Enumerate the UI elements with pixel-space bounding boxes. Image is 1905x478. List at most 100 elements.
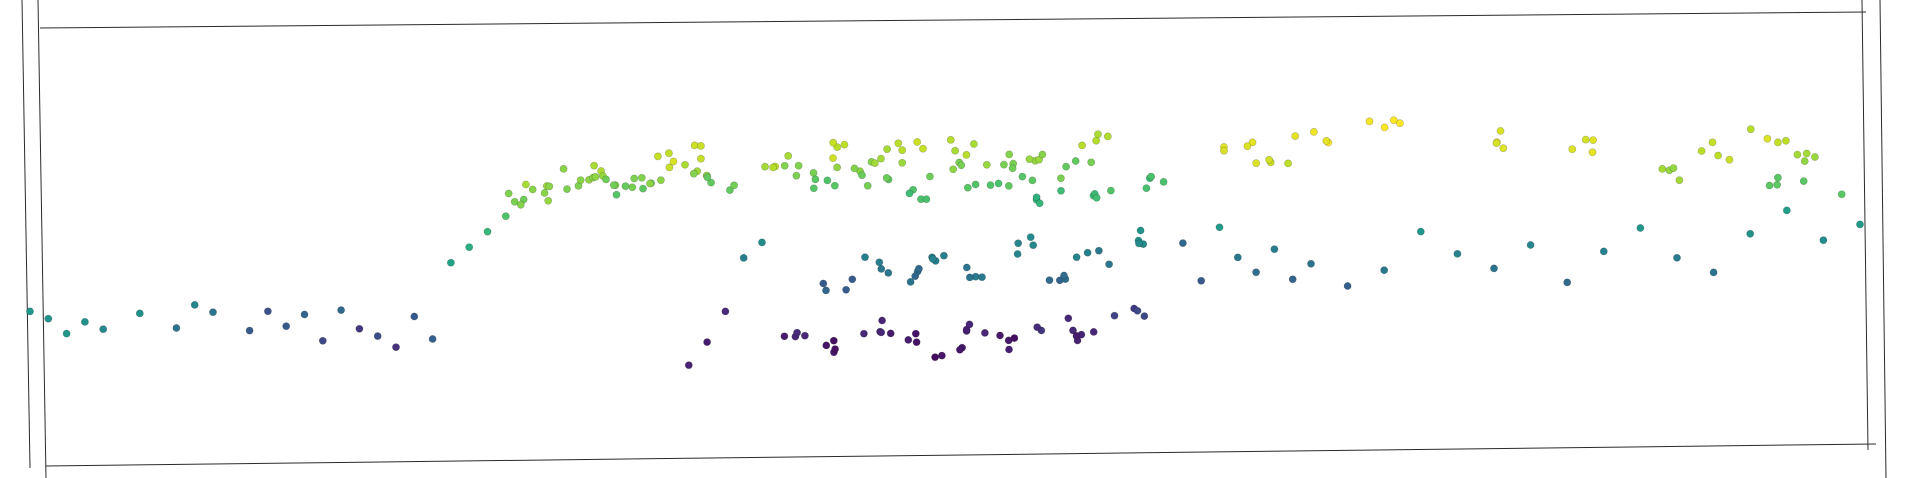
data-point [172, 324, 181, 332]
data-point [245, 326, 254, 335]
data-point [501, 212, 510, 221]
data-point [1252, 159, 1261, 168]
box-edge-right-outer [1861, 0, 1869, 451]
data-point [850, 164, 859, 173]
data-point [994, 179, 1003, 188]
data-point [1265, 155, 1273, 164]
data-point [842, 285, 850, 294]
data-point [784, 151, 793, 160]
data-point [1774, 138, 1782, 147]
data-point [1673, 253, 1681, 262]
data-point [684, 361, 693, 370]
box-edge-right-inner [1879, 0, 1887, 478]
data-point [1773, 180, 1781, 189]
data-point [860, 329, 868, 338]
data-point [522, 180, 530, 189]
data-point [739, 253, 748, 262]
data-point [822, 286, 830, 295]
data-point [883, 145, 891, 154]
data-point [646, 179, 654, 188]
data-point [1069, 326, 1077, 335]
data-point [882, 173, 891, 182]
data-point [811, 175, 820, 184]
data-point [1307, 259, 1315, 268]
data-point [392, 343, 400, 352]
data-point [986, 181, 995, 189]
data-point [898, 158, 907, 167]
data-point [681, 160, 689, 169]
data-point [1490, 264, 1498, 273]
data-point [1026, 233, 1035, 242]
data-point [780, 161, 789, 170]
data-point [978, 273, 986, 282]
data-point [793, 328, 801, 337]
data-point [1095, 246, 1103, 255]
data-point [1133, 306, 1142, 315]
data-point [639, 184, 647, 193]
data-point [962, 150, 971, 159]
data-point [1092, 193, 1101, 202]
data-point [612, 190, 621, 199]
data-point [540, 189, 549, 197]
data-point [823, 176, 832, 185]
data-point [1038, 150, 1047, 159]
data-point [26, 307, 34, 316]
data-point [1072, 253, 1081, 262]
data-point [819, 279, 828, 288]
data-point [1252, 268, 1260, 277]
data-point [465, 243, 474, 252]
data-point [373, 332, 382, 340]
data-point [1763, 134, 1772, 143]
data-point [528, 185, 537, 194]
data-point [940, 251, 948, 260]
data-point [1819, 236, 1828, 245]
data-point [726, 186, 734, 194]
data-point [1499, 144, 1508, 153]
data-point [1140, 312, 1149, 320]
data-point [282, 322, 291, 331]
data-point [780, 332, 789, 341]
data-point [1057, 174, 1065, 183]
data-point [769, 163, 777, 172]
data-point [1147, 172, 1156, 181]
data-point [707, 178, 715, 187]
data-point [621, 182, 630, 191]
data-point [894, 139, 903, 148]
data-point [830, 181, 839, 190]
data-point [559, 164, 568, 173]
data-point [263, 307, 272, 316]
data-point [1416, 227, 1425, 236]
data-point [62, 329, 71, 338]
data-point [1071, 157, 1080, 165]
data-point [665, 149, 673, 158]
data-point [637, 173, 646, 182]
data-point [697, 154, 705, 163]
data-point [898, 146, 907, 155]
data-point [919, 144, 927, 153]
data-point [1078, 141, 1086, 150]
data-point [801, 331, 809, 340]
data-point [1135, 239, 1143, 248]
data-point [1389, 116, 1398, 125]
data-point [1029, 241, 1038, 250]
data-point [877, 264, 886, 273]
data-point [1060, 271, 1068, 280]
data-point [135, 309, 144, 318]
data-point [1005, 345, 1013, 354]
data-point [654, 152, 662, 161]
data-point [829, 336, 838, 345]
scatter-points [26, 116, 1864, 370]
data-point [858, 171, 866, 180]
data-point [1045, 276, 1054, 285]
data-point [1035, 155, 1043, 164]
data-point [1568, 145, 1577, 154]
data-point [981, 328, 989, 337]
data-point [1589, 136, 1597, 144]
data-point [809, 168, 818, 177]
data-point [1010, 334, 1019, 342]
data-point [1343, 282, 1352, 290]
data-point [1802, 149, 1811, 158]
data-point [1035, 199, 1044, 208]
data-point [1811, 153, 1819, 161]
